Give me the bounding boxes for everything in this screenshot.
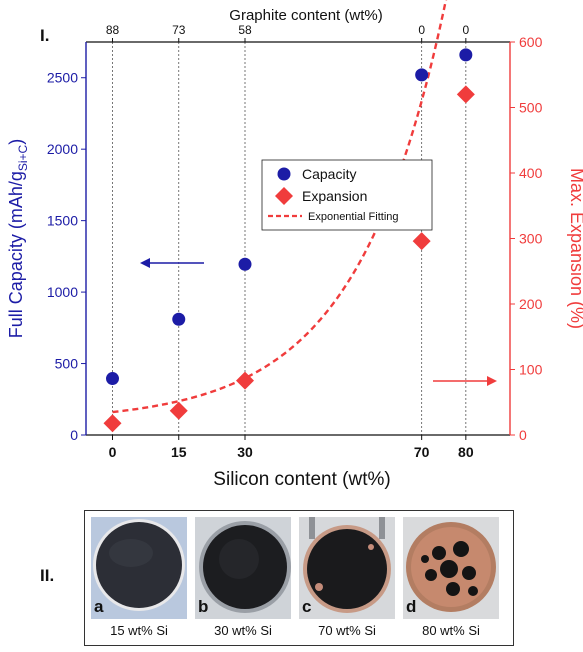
capacity-point-0: [106, 372, 119, 386]
y-left-tick-label-0: 0: [70, 427, 78, 443]
y-left-title-main: Full Capacity (mAh/g: [6, 171, 26, 338]
y-left-title-subscript: Si+C: [16, 144, 30, 171]
x-tick-label-0: 0: [109, 444, 117, 460]
expansion-point-4: [456, 85, 475, 104]
legend-label-expansion: Expansion: [302, 188, 367, 204]
y-left-tick-label-500: 500: [55, 356, 79, 372]
arrow-right-head: [487, 376, 497, 386]
expansion-point-3: [412, 232, 431, 251]
top-tick-label-2: 58: [238, 23, 252, 37]
axes: [81, 38, 515, 440]
expansion-point-1: [169, 401, 188, 420]
photo-caption-d: 80 wt% Si: [422, 623, 480, 638]
y-right-tick-label-300: 300: [519, 231, 543, 247]
legend-marker-capacity: [277, 167, 291, 181]
top-tick-label-1: 73: [172, 23, 186, 37]
electrode-image-d: [403, 517, 499, 619]
capacity-point-4: [459, 48, 473, 62]
top-axis-title: Graphite content (wt%): [229, 7, 382, 24]
electrode-image-c: [299, 517, 395, 619]
photo-letter-a: a: [94, 597, 104, 616]
capacity-point-3: [415, 68, 429, 82]
photo-electrode-c: c: [299, 517, 395, 619]
photo-caption-b: 30 wt% Si: [214, 623, 272, 638]
photo-strip: a b c: [84, 510, 514, 646]
y-right-tick-label-400: 400: [519, 165, 543, 181]
expansion-point-0: [103, 414, 122, 433]
photo-electrode-b: b: [195, 517, 291, 619]
photo-caption-a: 15 wt% Si: [110, 623, 168, 638]
top-tick-label-4: 0: [462, 23, 469, 37]
legend-label-capacity: Capacity: [302, 166, 356, 182]
panel-label-chart: I.: [40, 26, 50, 45]
x-axis-title: Silicon content (wt%): [213, 469, 390, 490]
axis-labels: 0 88 15 73 30 58 70 0 80 0 0 500 1000 1500 2000 2500 0 10…: [6, 7, 583, 490]
y-left-tick-label-2000: 2000: [47, 141, 78, 157]
legend-label-fit: Exponential Fitting: [308, 211, 399, 223]
photo-electrode-a: a: [91, 517, 187, 619]
y-right-tick-label-600: 600: [519, 34, 543, 50]
legend-marker-expansion: [275, 187, 293, 205]
electrode-image-a: [91, 517, 187, 619]
photo-electrode-d: d: [403, 517, 499, 619]
vertical-gridlines: [112, 42, 467, 435]
expansion-point-2: [236, 371, 254, 390]
data-marks: [103, 0, 475, 433]
panel-label-photos: II.: [40, 566, 55, 585]
top-tick-label-3: 0: [418, 23, 425, 37]
x-tick-label-70: 70: [414, 444, 430, 460]
annotation-arrows: [140, 258, 497, 386]
x-tick-label-15: 15: [171, 444, 187, 460]
y-right-tick-label-0: 0: [519, 427, 527, 443]
y-right-tick-label-500: 500: [519, 100, 543, 116]
y-left-title-close: ): [6, 139, 26, 145]
y-right-axis-title: Max. Expansion (%): [567, 168, 583, 329]
x-tick-label-30: 30: [237, 444, 253, 460]
x-tick-label-80: 80: [458, 444, 474, 460]
chart: 0 88 15 73 30 58 70 0 80 0 0 500 1000 1500 2000 2500 0 10…: [6, 0, 583, 490]
capacity-point-1: [172, 312, 186, 326]
photo-letter-b: b: [198, 597, 209, 616]
fit-curve: [112, 0, 448, 414]
arrow-left-head: [140, 258, 150, 268]
y-right-tick-label-200: 200: [519, 296, 543, 312]
photo-caption-c: 70 wt% Si: [318, 623, 376, 638]
top-tick-label-0: 88: [106, 23, 120, 37]
y-left-axis-title: Full Capacity (mAh/gSi+C): [6, 139, 30, 338]
photo-letter-d: d: [406, 597, 417, 616]
y-left-tick-label-1500: 1500: [47, 213, 78, 229]
y-left-tick-label-1000: 1000: [47, 284, 78, 300]
y-right-tick-label-100: 100: [519, 362, 543, 378]
photo-letter-c: c: [302, 597, 312, 616]
legend: Capacity Expansion Exponential Fitting: [261, 159, 433, 231]
y-left-tick-label-2500: 2500: [47, 70, 78, 86]
electrode-image-b: [195, 517, 291, 619]
capacity-point-2: [238, 257, 252, 271]
